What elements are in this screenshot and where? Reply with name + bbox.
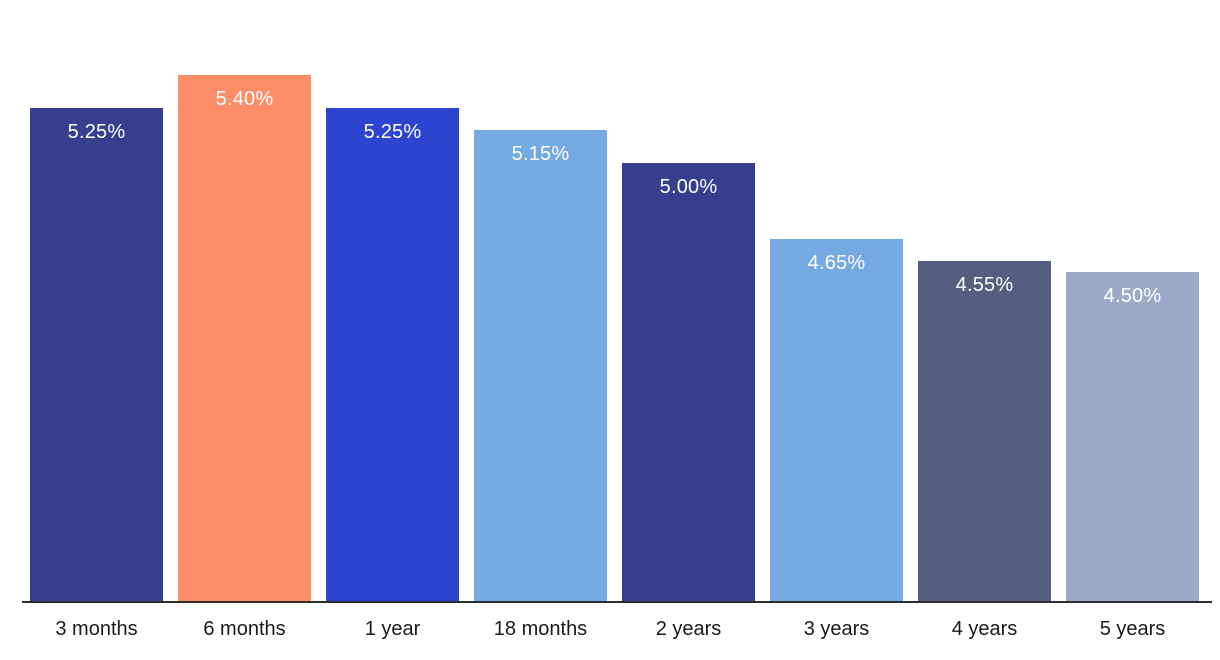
bar-1-year: 5.25% [326, 108, 459, 601]
bar-value-label: 5.00% [659, 176, 718, 198]
bar-value-label: 5.25% [67, 121, 126, 143]
x-axis-labels: 3 months 6 months 1 year 18 months 2 years 3 … [30, 616, 1199, 642]
plot-area: 5.25% 5.40% 5.25% 5.15% 5.00% 4.65% 4.55% 4.50% [30, 75, 1199, 601]
bar-18-months: 5.15% [474, 130, 607, 601]
bar-4-years: 4.55% [918, 261, 1051, 601]
x-axis-tick-label: 1 year [364, 618, 421, 640]
bar-3-months: 5.25% [30, 108, 163, 601]
bar-value-label: 5.15% [511, 143, 570, 165]
bar-value-label: 4.55% [955, 274, 1014, 296]
bar-value-label: 4.50% [1103, 285, 1162, 307]
bar-2-years: 5.00% [622, 163, 755, 601]
x-axis-tick-label: 3 months [55, 618, 138, 640]
bar-3-years: 4.65% [770, 239, 903, 601]
x-axis-tick-label: 2 years [655, 618, 722, 640]
x-axis-tick-label: 5 years [1099, 618, 1166, 640]
bar-5-years: 4.50% [1066, 272, 1199, 601]
x-axis-line [22, 601, 1212, 603]
x-axis-tick-label: 3 years [803, 618, 870, 640]
bar-value-label: 5.25% [363, 121, 422, 143]
bar-6-months: 5.40% [178, 75, 311, 601]
bar-value-label: 4.65% [807, 252, 866, 274]
x-axis-tick-label: 6 months [203, 618, 286, 640]
x-axis-tick-label: 18 months [493, 618, 588, 640]
bar-value-label: 5.40% [215, 88, 274, 110]
x-axis-tick-label: 4 years [951, 618, 1018, 640]
